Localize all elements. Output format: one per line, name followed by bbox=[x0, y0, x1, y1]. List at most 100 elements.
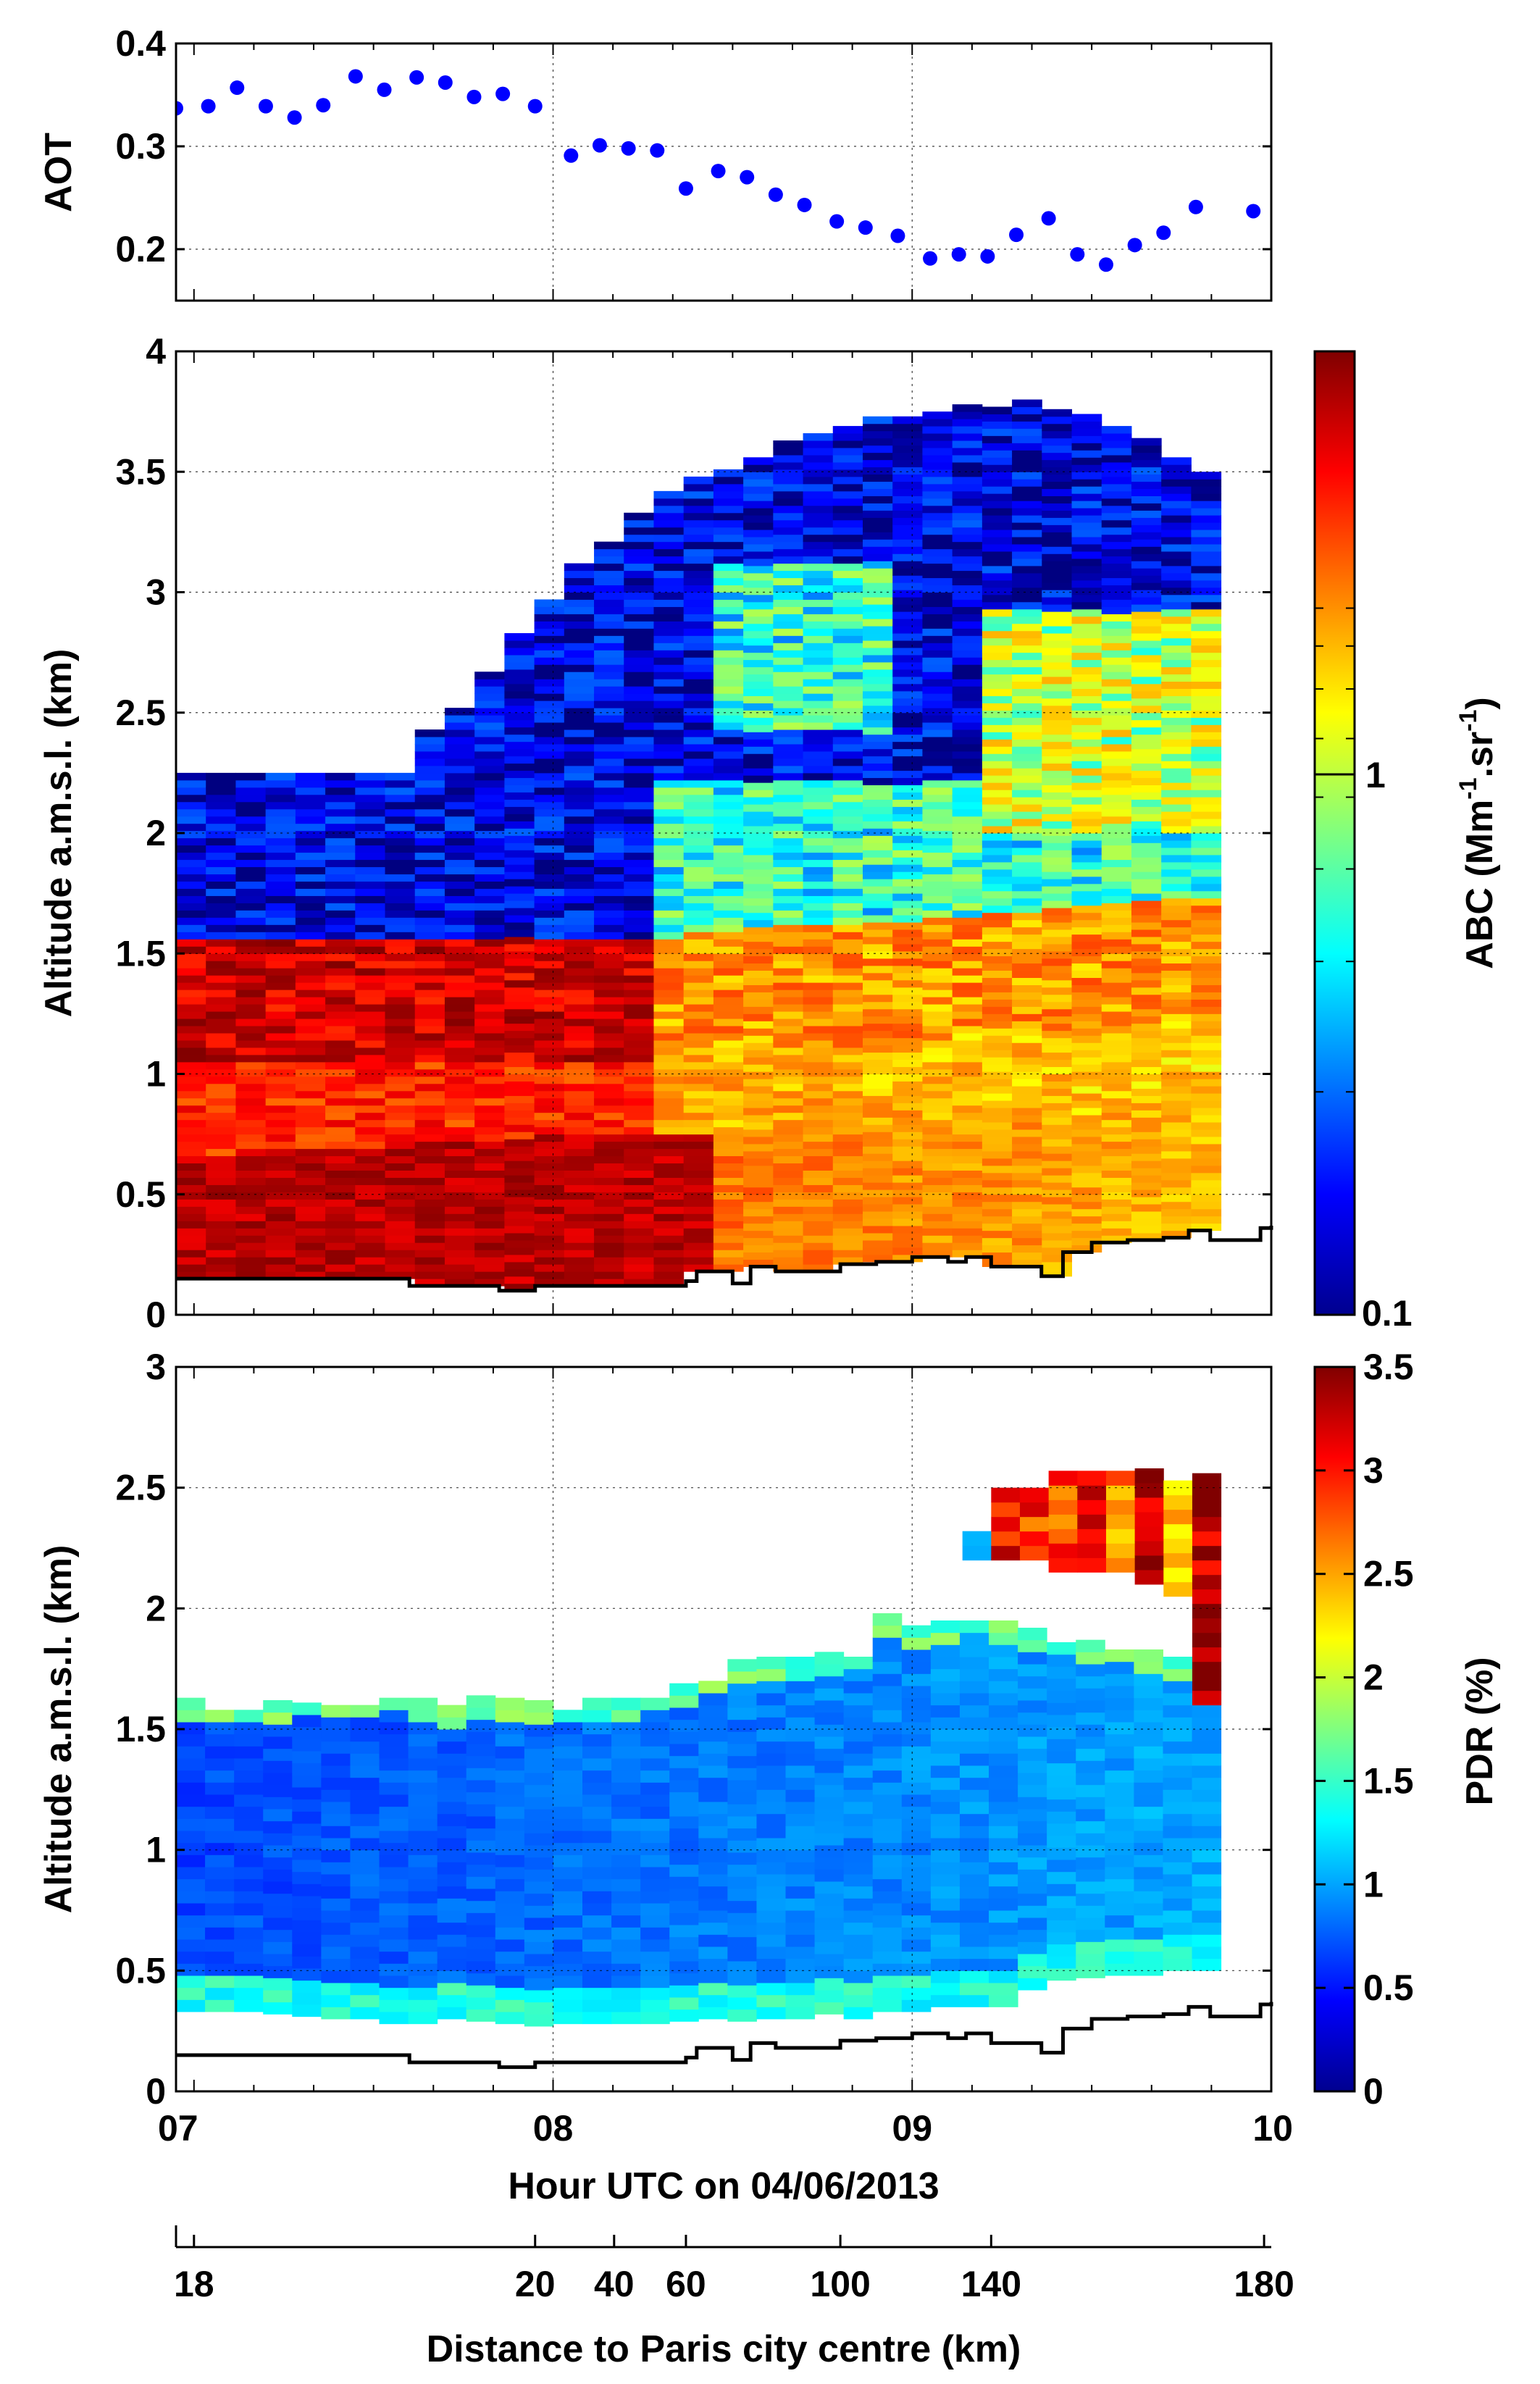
aot-point bbox=[1156, 225, 1171, 241]
pdr-cell bbox=[669, 1683, 699, 1696]
abc-cell bbox=[265, 1061, 296, 1070]
abc-cell bbox=[683, 512, 714, 521]
abc-cell bbox=[1042, 438, 1073, 446]
abc-cell bbox=[683, 932, 714, 940]
pdr-cell bbox=[1192, 1934, 1222, 1947]
abc-cell bbox=[594, 830, 624, 839]
abc-cell bbox=[325, 852, 356, 861]
abc-cell bbox=[1042, 647, 1073, 656]
abc-cell bbox=[832, 1177, 863, 1185]
abc-cell bbox=[1161, 948, 1192, 957]
pdr-upper-cell bbox=[1134, 1497, 1164, 1513]
abc-cell bbox=[1071, 608, 1102, 617]
abc-cell bbox=[832, 1097, 863, 1106]
abc-cell bbox=[1012, 1079, 1042, 1087]
abc-cell bbox=[922, 924, 953, 932]
abc-cell bbox=[624, 563, 654, 572]
pdr-cell bbox=[872, 1637, 903, 1650]
pdr-cell bbox=[1076, 1857, 1105, 1870]
pdr-cell bbox=[669, 1876, 699, 1889]
abc-cell bbox=[743, 1013, 774, 1021]
abc-cell bbox=[206, 982, 236, 990]
pdr-cell bbox=[1018, 1954, 1047, 1967]
pdr-cell bbox=[582, 1975, 612, 1988]
abc-cell bbox=[743, 558, 774, 566]
abc-cell bbox=[474, 961, 505, 969]
abc-cell bbox=[1131, 1153, 1162, 1161]
abc-cell bbox=[534, 888, 565, 896]
abc-cell bbox=[176, 881, 206, 889]
abc-cell bbox=[832, 664, 863, 672]
abc-cell bbox=[444, 1170, 475, 1178]
abc-cell bbox=[594, 1134, 624, 1142]
abc-cell bbox=[1042, 1037, 1073, 1046]
abc-cell bbox=[1012, 457, 1042, 465]
pdr-cell bbox=[1076, 1760, 1105, 1773]
abc-cell bbox=[773, 837, 804, 846]
abc-cell bbox=[1131, 972, 1162, 981]
pdr-cell bbox=[437, 1849, 467, 1862]
abc-cell bbox=[206, 975, 236, 983]
pdr-cell bbox=[1134, 1878, 1163, 1891]
abc-cell bbox=[1191, 616, 1222, 624]
abc-cell bbox=[1101, 1061, 1132, 1070]
pdr-cell bbox=[698, 1693, 728, 1706]
abc-cell bbox=[1042, 582, 1073, 590]
abc-cell bbox=[265, 1083, 296, 1092]
abc-colorbar-tick-label-1: 1 bbox=[1365, 755, 1386, 795]
abc-cell bbox=[1071, 782, 1102, 790]
abc-cell bbox=[743, 1158, 774, 1166]
abc-cell bbox=[743, 1216, 774, 1224]
abc-cell bbox=[1071, 1194, 1102, 1203]
pdr-cell bbox=[495, 1758, 525, 1771]
abc-cell bbox=[1131, 950, 1162, 959]
abc-cell bbox=[594, 750, 624, 759]
abc-cell bbox=[1101, 512, 1132, 521]
abc-cell bbox=[564, 859, 595, 868]
abc-cell bbox=[504, 633, 535, 641]
abc-cell bbox=[1161, 1223, 1192, 1231]
abc-cell bbox=[534, 946, 565, 954]
abc-cell bbox=[1161, 1021, 1192, 1029]
pdr-cell bbox=[959, 1741, 989, 1754]
pdr-cell bbox=[640, 1915, 670, 1928]
abc-cell bbox=[594, 577, 624, 586]
abc-cell bbox=[1042, 619, 1073, 627]
pdr-cell bbox=[495, 1975, 525, 1988]
abc-cell bbox=[982, 428, 1013, 436]
abc-cell bbox=[922, 469, 953, 477]
pdr-cell bbox=[205, 1758, 235, 1771]
abc-cell bbox=[504, 850, 535, 858]
pdr-cell bbox=[1105, 1963, 1134, 1976]
abc-cell bbox=[295, 1184, 326, 1192]
abc-cell bbox=[1131, 712, 1162, 721]
pdr-cell bbox=[553, 1891, 583, 1904]
abc-cell bbox=[414, 816, 445, 824]
abc-cell bbox=[832, 498, 863, 506]
abc-y-tick-label-3: 1.5 bbox=[115, 933, 166, 974]
pdr-cell bbox=[872, 1951, 903, 1964]
abc-cell bbox=[504, 1182, 535, 1190]
abc-cell bbox=[892, 842, 923, 850]
abc-cell bbox=[295, 881, 326, 889]
abc-cell bbox=[1042, 821, 1073, 829]
abc-cell bbox=[892, 763, 923, 771]
pdr-cell bbox=[1018, 1820, 1047, 1833]
abc-cell bbox=[1071, 522, 1102, 530]
pdr-cell bbox=[640, 1770, 670, 1783]
abc-cell bbox=[952, 737, 983, 745]
pdr-cell bbox=[698, 1729, 728, 1742]
abc-cell bbox=[1191, 1006, 1222, 1014]
pdr-cell bbox=[611, 1770, 641, 1783]
aot-point bbox=[678, 181, 693, 196]
abc-cell bbox=[534, 715, 565, 723]
pdr-upper-cell bbox=[1192, 1560, 1222, 1576]
pdr-cell bbox=[756, 1753, 787, 1766]
abc-cell bbox=[295, 1221, 326, 1229]
pdr-cell bbox=[669, 1985, 699, 1998]
abc-cell bbox=[206, 1083, 236, 1092]
abc-cell bbox=[982, 537, 1013, 545]
abc-cell bbox=[713, 1235, 744, 1243]
abc-cell bbox=[295, 859, 326, 868]
abc-cell bbox=[385, 801, 416, 810]
